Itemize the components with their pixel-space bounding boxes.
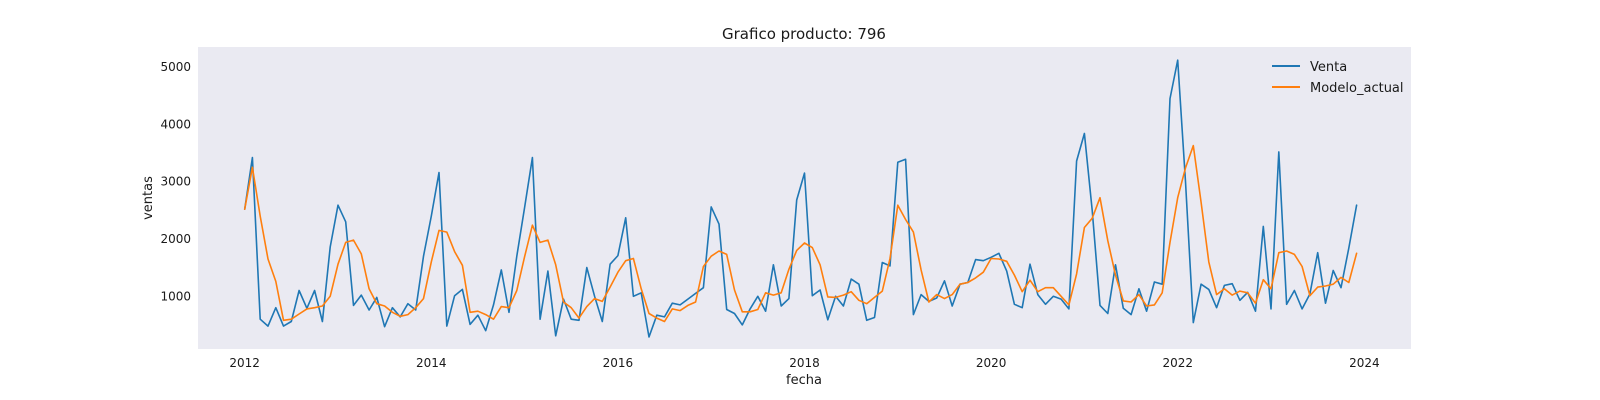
x-tick-label: 2024 <box>1349 356 1380 370</box>
legend-label: Venta <box>1310 60 1347 75</box>
x-tick-label: 2014 <box>416 356 447 370</box>
y-tick-label: 3000 <box>160 175 191 189</box>
y-axis-label: ventas <box>141 176 156 220</box>
y-tick-label: 4000 <box>160 117 191 131</box>
x-tick-label: 2016 <box>603 356 634 370</box>
series-line-modelo-actual <box>243 144 1358 323</box>
plot-area <box>198 47 1411 349</box>
y-tick-label: 1000 <box>160 289 191 303</box>
x-tick-label: 2022 <box>1162 356 1193 370</box>
x-tick-label: 2018 <box>789 356 820 370</box>
x-tick-label: 2012 <box>229 356 260 370</box>
x-axis-ticks: 2012 2014 2016 2018 2020 2022 2024 <box>229 356 1379 370</box>
x-axis-label: fecha <box>786 373 822 388</box>
y-axis-ticks: 1000 2000 3000 4000 5000 <box>160 60 191 303</box>
chart-title: Grafico producto: 796 <box>722 25 886 43</box>
x-tick-label: 2020 <box>976 356 1007 370</box>
y-tick-label: 5000 <box>160 60 191 74</box>
y-tick-label: 2000 <box>160 232 191 246</box>
series-layer <box>243 59 1358 338</box>
legend-label: Modelo_actual <box>1310 81 1404 96</box>
legend: Venta Modelo_actual <box>1272 60 1404 96</box>
series-line-venta <box>243 59 1358 338</box>
